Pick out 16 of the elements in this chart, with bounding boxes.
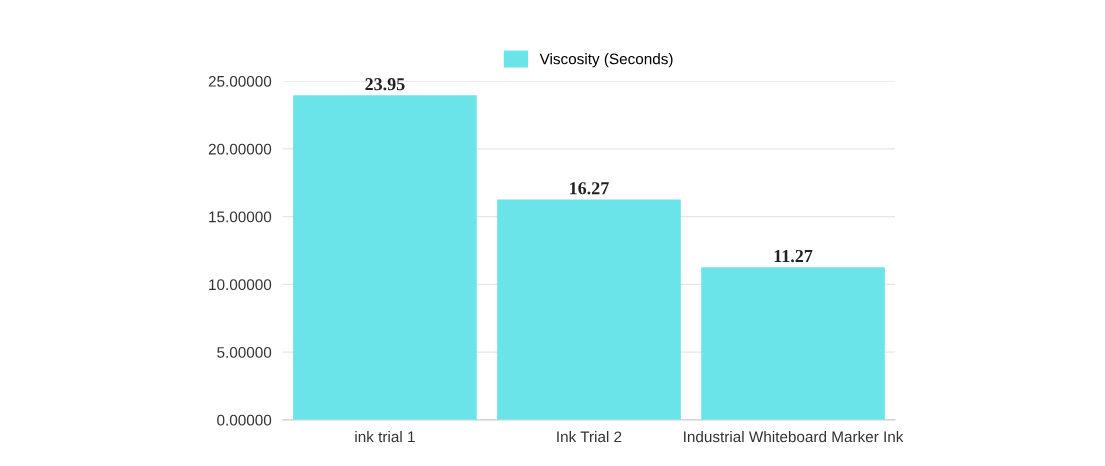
- x-tick-label: Industrial Whiteboard Marker Ink: [684, 430, 904, 443]
- y-tick-label: 10.00000: [209, 279, 272, 291]
- bar: [701, 267, 885, 420]
- data-label: 16.27: [570, 182, 609, 195]
- y-tick-label: 5.00000: [217, 346, 272, 358]
- y-tick-label: 15.00000: [209, 211, 272, 223]
- data-label: 23.95: [365, 78, 405, 91]
- x-tick-label: ink trial 1: [355, 430, 415, 443]
- data-label: 11.27: [774, 249, 813, 263]
- bar: [497, 199, 681, 420]
- y-tick-label: 20.00000: [208, 143, 272, 155]
- bar: [293, 95, 477, 420]
- x-tick-label: Ink Trial 2: [557, 430, 622, 443]
- legend-label: Viscosity (Seconds): [539, 53, 673, 68]
- y-tick-label: 25.00000: [208, 75, 272, 87]
- y-tick-label: 0.00000: [217, 414, 272, 426]
